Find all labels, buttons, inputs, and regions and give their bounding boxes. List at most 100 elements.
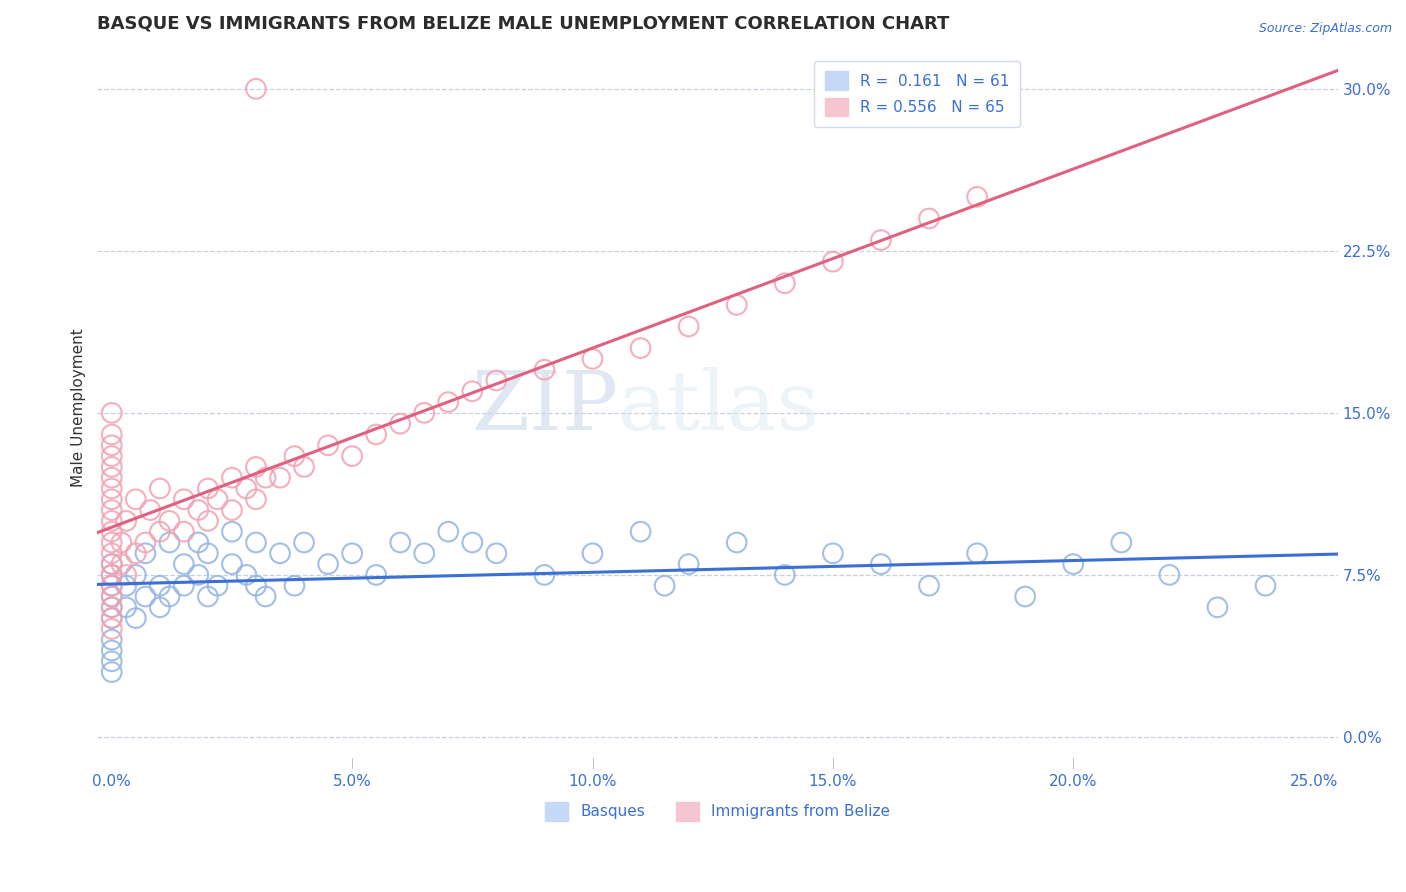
Point bbox=[413, 546, 436, 560]
Point bbox=[678, 319, 700, 334]
Point bbox=[654, 579, 676, 593]
Legend: Basques, Immigrants from Belize: Basques, Immigrants from Belize bbox=[538, 796, 896, 827]
Point bbox=[918, 579, 941, 593]
Point bbox=[159, 514, 181, 528]
Point bbox=[100, 643, 122, 657]
Point bbox=[100, 600, 122, 615]
Point bbox=[125, 492, 148, 507]
Point bbox=[773, 277, 796, 291]
Point bbox=[821, 546, 844, 560]
Point bbox=[773, 567, 796, 582]
Point bbox=[159, 535, 181, 549]
Point bbox=[1062, 557, 1084, 571]
Text: ZIP: ZIP bbox=[471, 368, 619, 448]
Point bbox=[100, 590, 122, 604]
Point bbox=[100, 567, 122, 582]
Point bbox=[100, 579, 122, 593]
Point bbox=[100, 438, 122, 452]
Point bbox=[533, 362, 555, 376]
Point bbox=[100, 459, 122, 474]
Point bbox=[221, 471, 243, 485]
Point bbox=[581, 546, 603, 560]
Point bbox=[173, 579, 195, 593]
Point bbox=[100, 579, 122, 593]
Point bbox=[966, 546, 988, 560]
Point bbox=[389, 417, 412, 431]
Point bbox=[725, 535, 748, 549]
Point bbox=[197, 546, 219, 560]
Point bbox=[110, 557, 132, 571]
Point bbox=[437, 395, 460, 409]
Point bbox=[197, 482, 219, 496]
Point bbox=[316, 557, 339, 571]
Point bbox=[340, 546, 363, 560]
Point bbox=[149, 482, 172, 496]
Point bbox=[461, 535, 484, 549]
Point bbox=[100, 557, 122, 571]
Point bbox=[159, 590, 181, 604]
Point bbox=[821, 254, 844, 268]
Point bbox=[134, 590, 156, 604]
Point bbox=[100, 557, 122, 571]
Point bbox=[115, 579, 138, 593]
Text: Source: ZipAtlas.com: Source: ZipAtlas.com bbox=[1258, 22, 1392, 36]
Y-axis label: Male Unemployment: Male Unemployment bbox=[72, 328, 86, 487]
Point bbox=[173, 557, 195, 571]
Point bbox=[221, 524, 243, 539]
Point bbox=[149, 600, 172, 615]
Point bbox=[678, 557, 700, 571]
Point bbox=[316, 438, 339, 452]
Point bbox=[197, 514, 219, 528]
Point bbox=[966, 190, 988, 204]
Point bbox=[173, 492, 195, 507]
Point bbox=[100, 449, 122, 463]
Point bbox=[366, 427, 388, 442]
Point bbox=[1206, 600, 1229, 615]
Point bbox=[100, 514, 122, 528]
Point bbox=[254, 590, 277, 604]
Point bbox=[1111, 535, 1133, 549]
Point bbox=[292, 535, 315, 549]
Point bbox=[173, 524, 195, 539]
Point bbox=[115, 567, 138, 582]
Point bbox=[110, 535, 132, 549]
Point bbox=[100, 471, 122, 485]
Point bbox=[254, 471, 277, 485]
Point bbox=[187, 535, 209, 549]
Point bbox=[533, 567, 555, 582]
Point bbox=[292, 459, 315, 474]
Point bbox=[630, 341, 652, 355]
Point bbox=[245, 459, 267, 474]
Point bbox=[115, 514, 138, 528]
Point bbox=[207, 492, 229, 507]
Point bbox=[100, 654, 122, 668]
Point bbox=[100, 590, 122, 604]
Point bbox=[100, 482, 122, 496]
Point bbox=[100, 611, 122, 625]
Point bbox=[100, 665, 122, 679]
Point bbox=[269, 471, 291, 485]
Point bbox=[437, 524, 460, 539]
Point bbox=[283, 449, 305, 463]
Point bbox=[207, 579, 229, 593]
Point bbox=[100, 600, 122, 615]
Point bbox=[1254, 579, 1277, 593]
Point bbox=[269, 546, 291, 560]
Point bbox=[870, 557, 893, 571]
Point bbox=[100, 427, 122, 442]
Point bbox=[100, 632, 122, 647]
Point bbox=[187, 567, 209, 582]
Point bbox=[918, 211, 941, 226]
Point bbox=[461, 384, 484, 399]
Point bbox=[134, 535, 156, 549]
Point bbox=[245, 579, 267, 593]
Point bbox=[221, 503, 243, 517]
Point bbox=[630, 524, 652, 539]
Point bbox=[283, 579, 305, 593]
Point bbox=[134, 546, 156, 560]
Point bbox=[1014, 590, 1036, 604]
Point bbox=[725, 298, 748, 312]
Point bbox=[100, 567, 122, 582]
Point bbox=[115, 600, 138, 615]
Text: atlas: atlas bbox=[619, 368, 820, 448]
